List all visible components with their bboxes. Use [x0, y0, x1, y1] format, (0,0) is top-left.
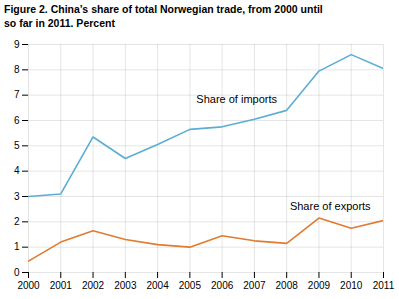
svg-text:6: 6: [14, 115, 20, 126]
svg-text:2006: 2006: [211, 280, 234, 291]
svg-text:2002: 2002: [82, 280, 105, 291]
svg-text:0: 0: [14, 267, 20, 278]
svg-text:2008: 2008: [276, 280, 299, 291]
svg-text:2005: 2005: [179, 280, 202, 291]
svg-text:4: 4: [14, 166, 20, 177]
html-text:Figure 2. China’s share of tot: Figure 2. China’s share of total Norwegi…: [4, 3, 323, 29]
svg-text:Share of exports: Share of exports: [290, 201, 371, 213]
svg-text:2010: 2010: [340, 280, 363, 291]
svg-text:7: 7: [14, 90, 20, 101]
svg-text:3: 3: [14, 191, 20, 202]
svg-text:8: 8: [14, 64, 20, 75]
svg-text:2: 2: [14, 216, 20, 227]
svg-text:1: 1: [14, 242, 20, 253]
svg-text:2000: 2000: [17, 280, 40, 291]
svg-text:2011: 2011: [373, 280, 395, 291]
svg-text:5: 5: [14, 140, 20, 151]
svg-text:2009: 2009: [308, 280, 331, 291]
svg-text:9: 9: [14, 39, 20, 50]
svg-text:2007: 2007: [243, 280, 266, 291]
svg-text:2004: 2004: [146, 280, 169, 291]
svg-text:Share of imports: Share of imports: [196, 93, 277, 105]
svg-text:2001: 2001: [50, 280, 73, 291]
svg-text:2003: 2003: [114, 280, 137, 291]
